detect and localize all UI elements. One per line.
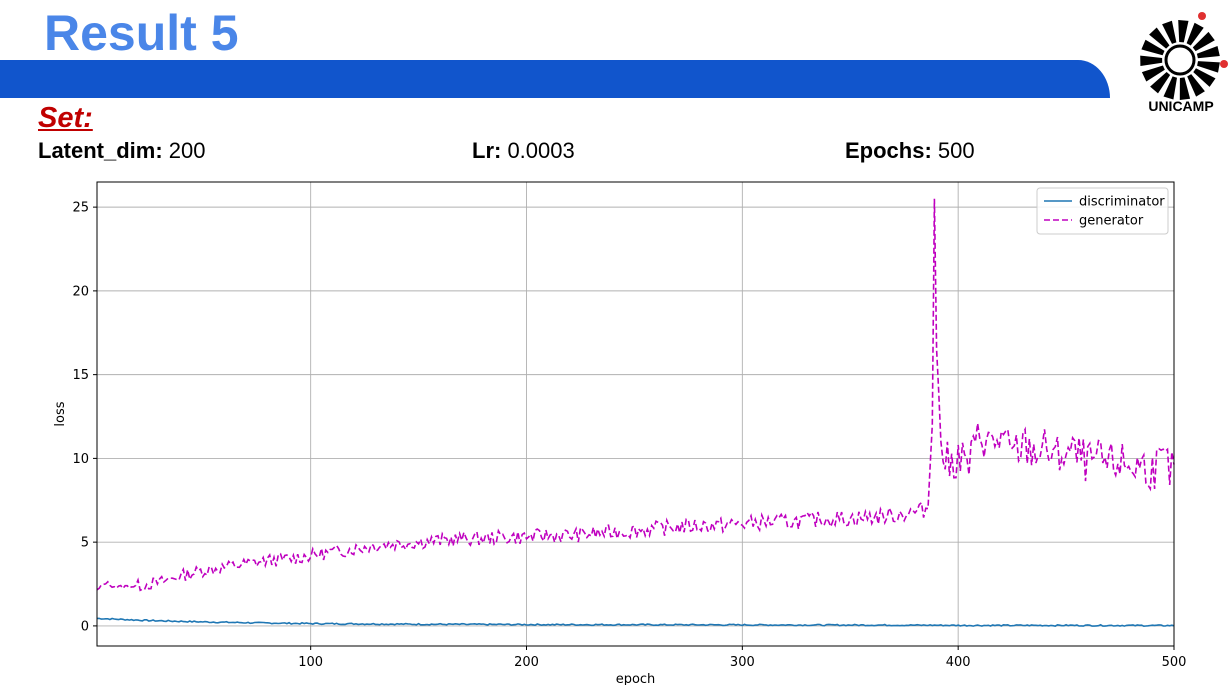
logo-ray [1178,20,1189,43]
y-tick-label: 15 [72,368,89,383]
param-latent-dim-label: Latent_dim: [38,138,163,163]
x-tick-label: 100 [298,655,323,670]
param-lr: Lr: 0.0003 [472,138,575,164]
param-epochs-label: Epochs: [845,138,932,163]
legend-label-generator: generator [1079,214,1144,229]
x-tick-label: 500 [1162,655,1187,670]
y-tick-label: 5 [81,536,89,551]
x-tick-label: 400 [946,655,971,670]
chart-grid [97,182,1175,646]
x-tick-label: 300 [730,655,755,670]
logo-ray [1149,27,1170,49]
series-line-generator [96,198,1175,592]
logo-text: UNICAMP [1148,98,1214,114]
series-line-discriminator [97,617,1175,628]
logo-ray [1193,68,1216,87]
y-tick-label: 20 [72,284,89,299]
set-label: Set: [38,102,93,134]
legend-box [1036,187,1169,235]
y-tick-label: 10 [72,452,89,467]
x-axis-label: epoch [616,672,656,685]
logo-ray [1196,46,1220,59]
y-axis-label: loss [53,401,68,426]
chart-legend: discriminator generator [1036,187,1169,235]
logo-ray [1162,20,1177,44]
y-tick-label: 25 [72,201,89,216]
logo-ray [1192,31,1215,52]
y-tick-label: 0 [81,619,89,634]
logo-ray [1187,74,1205,97]
logo-ray [1197,61,1220,73]
slide-title: Result 5 [44,5,239,61]
logo-ray [1163,76,1177,100]
x-tick-label: 200 [514,655,539,670]
logo-ray [1140,55,1163,66]
param-latent-dim: Latent_dim: 200 [38,138,206,164]
header-banner [0,60,1110,98]
param-lr-value: 0.0003 [501,138,575,163]
legend-label-discriminator: discriminator [1079,195,1165,210]
chart-series [96,198,1175,628]
logo-ray [1150,72,1171,94]
param-lr-label: Lr: [472,138,502,163]
param-epochs: Epochs: 500 [845,138,975,164]
logo-ray [1186,22,1204,46]
chart-ticks: 100 200 300 400 500 0 5 10 15 20 25 [72,201,1186,670]
param-epochs-value: 500 [931,138,975,163]
plot-frame [96,181,1175,647]
param-latent-dim-value: 200 [162,138,206,163]
logo-ray [1141,65,1165,82]
logo-ray [1141,39,1165,56]
logo-ray [1179,77,1191,100]
unicamp-logo-icon [1140,12,1228,100]
